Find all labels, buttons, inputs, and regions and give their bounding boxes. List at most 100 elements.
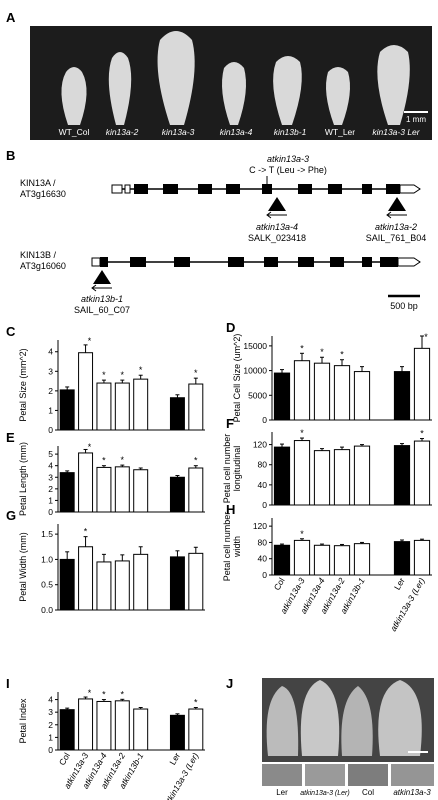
- x-tick-label: Ler: [392, 576, 407, 592]
- sem-label: Ler: [276, 788, 288, 797]
- y-tick-label: 1: [48, 495, 53, 505]
- photo-label: kin13a-2: [106, 127, 139, 137]
- utr: [111, 184, 123, 194]
- y-tick-label: 5000: [248, 390, 267, 400]
- panel-label: H: [226, 502, 235, 517]
- y-tick-label: 120: [253, 521, 267, 531]
- y-tick-label: 0: [262, 570, 267, 580]
- y-tick-label: 0: [262, 415, 267, 425]
- bar: [96, 466, 112, 513]
- y-tick-label: 3: [48, 707, 53, 717]
- significance-mark: *: [300, 428, 304, 438]
- allele-label: atkin13a-4: [256, 222, 298, 232]
- y-tick-label: 1: [48, 732, 53, 742]
- y-axis-label: Petal cell number: [222, 434, 232, 504]
- y-tick-label: 10000: [243, 366, 267, 376]
- scale-label: 500 bp: [390, 301, 418, 311]
- bar: [413, 539, 431, 576]
- utr: [91, 257, 101, 267]
- allele-label: atkin13a-3: [267, 154, 309, 164]
- sem-petal: [341, 686, 373, 756]
- y-tick-label: 4: [48, 461, 53, 471]
- bar: [169, 556, 185, 611]
- petal: [326, 67, 350, 125]
- allele-label: atkin13b-1: [81, 294, 123, 304]
- y-tick-label: 3: [48, 366, 53, 376]
- exon: [226, 184, 240, 194]
- y-tick-label: 3: [48, 472, 53, 482]
- significance-mark: *: [102, 370, 106, 380]
- y-tick-label: 0.0: [41, 605, 53, 615]
- y-tick-label: 4: [48, 695, 53, 705]
- significance-mark: *: [300, 529, 304, 539]
- exon: [228, 257, 244, 267]
- utr: [397, 257, 421, 267]
- exon: [330, 257, 344, 267]
- y-tick-label: 40: [258, 554, 268, 564]
- panel-label: B: [6, 148, 15, 163]
- bar: [333, 449, 351, 506]
- exon: [174, 257, 190, 267]
- bar: [293, 440, 311, 506]
- petal: [157, 31, 195, 125]
- photo-label: WT_Col: [59, 127, 90, 137]
- panel-label: G: [6, 508, 16, 523]
- exon: [386, 184, 400, 194]
- significance-mark: *: [88, 688, 92, 698]
- gene-name: KIN13B /: [20, 250, 57, 260]
- petal: [273, 56, 302, 125]
- exon: [380, 257, 398, 267]
- panel-label: D: [226, 320, 235, 335]
- bar: [353, 371, 371, 421]
- bar: [114, 466, 130, 513]
- y-axis-label: Petal Width (mm): [18, 532, 28, 602]
- gene-name: AT3g16630: [20, 189, 66, 199]
- petal: [222, 62, 246, 125]
- bar: [188, 467, 204, 513]
- y-tick-label: 120: [253, 440, 267, 450]
- bar: [273, 372, 291, 421]
- y-tick-label: 15000: [243, 341, 267, 351]
- significance-mark: *: [424, 332, 428, 342]
- y-tick-label: 0.5: [41, 580, 53, 590]
- x-tick-label: Ler: [167, 751, 182, 767]
- significance-mark: *: [420, 429, 424, 439]
- insertion: [268, 197, 286, 211]
- y-axis-label: Petal Size (mm^2): [18, 348, 28, 421]
- petal: [108, 52, 132, 125]
- sem-petal: [300, 680, 340, 756]
- significance-mark: *: [121, 689, 125, 699]
- significance-mark: *: [88, 442, 92, 452]
- bar: [273, 544, 291, 576]
- utr: [399, 184, 421, 194]
- bar: [169, 397, 185, 431]
- bar: [133, 708, 149, 751]
- x-tick-label: atkin13a-3 (Ler): [162, 751, 201, 800]
- gene-name: AT3g16060: [20, 261, 66, 271]
- significance-mark: *: [139, 365, 143, 375]
- y-tick-label: 0: [48, 507, 53, 517]
- bar: [96, 382, 112, 431]
- significance-mark: *: [102, 690, 106, 700]
- y-tick-label: 0: [262, 500, 267, 510]
- photo-label: WT_Ler: [325, 127, 355, 137]
- y-tick-label: 80: [258, 537, 268, 547]
- x-tick-label: Col: [272, 576, 287, 592]
- bar: [59, 709, 75, 751]
- y-tick-label: 1.5: [41, 529, 53, 539]
- bar: [313, 450, 331, 506]
- line-label: SALK_023418: [248, 233, 306, 243]
- bar: [413, 440, 431, 506]
- y-tick-label: 2: [48, 720, 53, 730]
- y-axis-label: longitudinal: [232, 446, 242, 492]
- sem-label: atkin13a-3: [393, 788, 431, 797]
- sem-cells: [348, 764, 388, 786]
- bar: [393, 371, 411, 421]
- y-tick-label: 1: [48, 405, 53, 415]
- insertion: [93, 270, 111, 284]
- bar: [96, 700, 112, 751]
- bar: [293, 539, 311, 576]
- bar: [59, 389, 75, 431]
- sem-cells: [262, 764, 302, 786]
- bar: [313, 544, 331, 576]
